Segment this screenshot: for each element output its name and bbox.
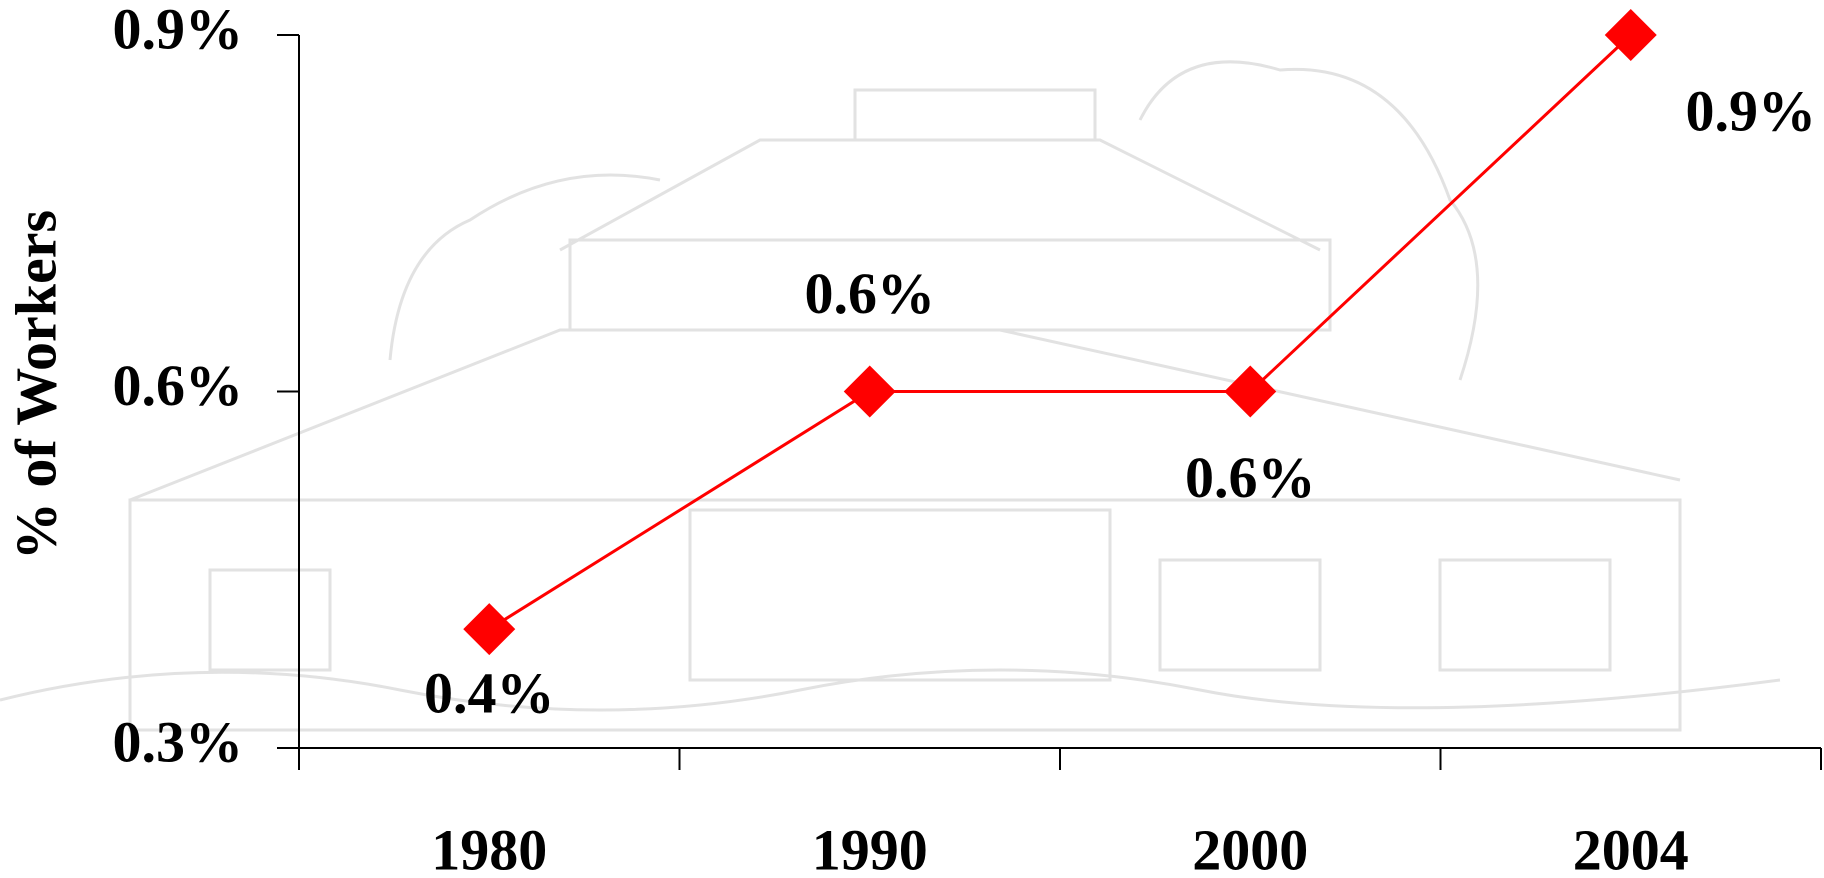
value-label: 0.6% <box>805 261 936 326</box>
marker <box>843 365 896 418</box>
y-tick-label: 0.9% <box>113 0 244 61</box>
y-tick-label: 0.3% <box>113 709 244 774</box>
x-tick-label: 1990 <box>812 817 928 878</box>
value-label: 0.6% <box>1185 445 1316 510</box>
marker <box>1224 365 1277 418</box>
x-tick-label: 2000 <box>1192 817 1308 878</box>
y-tick-label: 0.6% <box>113 353 244 418</box>
x-tick-label: 2004 <box>1573 817 1689 878</box>
x-tick-label: 1980 <box>431 817 547 878</box>
line <box>488 33 1632 631</box>
value-label: 0.4% <box>424 660 555 725</box>
background-sketch <box>0 60 1781 732</box>
value-label: 0.9% <box>1686 78 1817 143</box>
marker <box>463 603 516 656</box>
marker <box>1604 9 1657 61</box>
y-axis-label: % of Workers <box>3 210 68 560</box>
